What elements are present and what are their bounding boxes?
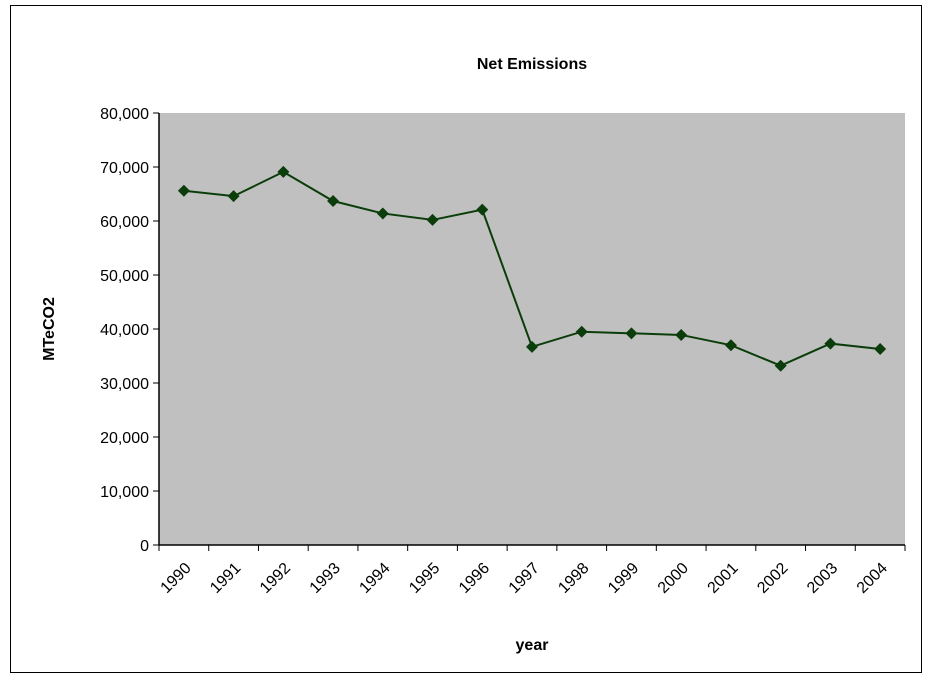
data-point [824,337,837,350]
data-point [227,190,240,203]
x-tick-label: 2003 [804,560,841,597]
series-group [177,165,887,372]
y-tick-label: 50,000 [100,268,149,285]
x-tick-label: 1998 [555,560,592,597]
y-axis-title: MTeCO2 [41,297,58,361]
x-tick-label: 1997 [506,560,543,597]
x-tick-label: 2001 [705,560,742,597]
y-tick-label: 70,000 [100,160,149,177]
y-tick-label: 10,000 [100,484,149,501]
y-axis-ticks: 0 10,000 20,000 30,000 40,000 50,000 60,000 70,… [100,106,159,555]
x-tick-label: 2004 [854,560,891,597]
plot-area [159,113,905,545]
x-tick-label: 2002 [754,560,791,597]
x-tick-label: 1995 [406,560,443,597]
data-point [426,213,439,226]
x-tick-label: 1994 [356,560,393,597]
y-tick-label: 40,000 [100,322,149,339]
data-point [476,203,489,216]
x-tick-label: 2000 [655,560,692,597]
data-point [327,195,340,208]
x-tick-label: 1991 [207,560,244,597]
data-point [177,184,190,197]
x-tick-label: 1993 [307,560,344,597]
y-tick-label: 80,000 [100,106,149,123]
data-point [774,359,787,372]
chart-title: Net Emissions [477,56,587,73]
y-tick-label: 30,000 [100,376,149,393]
y-tick-label: 20,000 [100,430,149,447]
data-point [874,342,887,355]
x-tick-label: 1992 [257,560,294,597]
y-tick-label: 0 [140,538,149,555]
data-point [376,207,389,220]
x-axis-title: year [516,637,549,654]
data-point [575,325,588,338]
data-point [277,165,290,178]
data-point [526,340,538,353]
x-tick-label: 1990 [158,560,195,597]
data-point [724,339,737,352]
y-tick-label: 60,000 [100,214,149,231]
x-tick-label: 1996 [456,560,493,597]
x-axis-ticks: 1990 1991 1992 1993 1994 1995 1996 1997 1998 1999… [158,545,906,597]
data-point [625,327,638,340]
data-point [675,328,688,341]
x-tick-label: 1999 [605,560,642,597]
